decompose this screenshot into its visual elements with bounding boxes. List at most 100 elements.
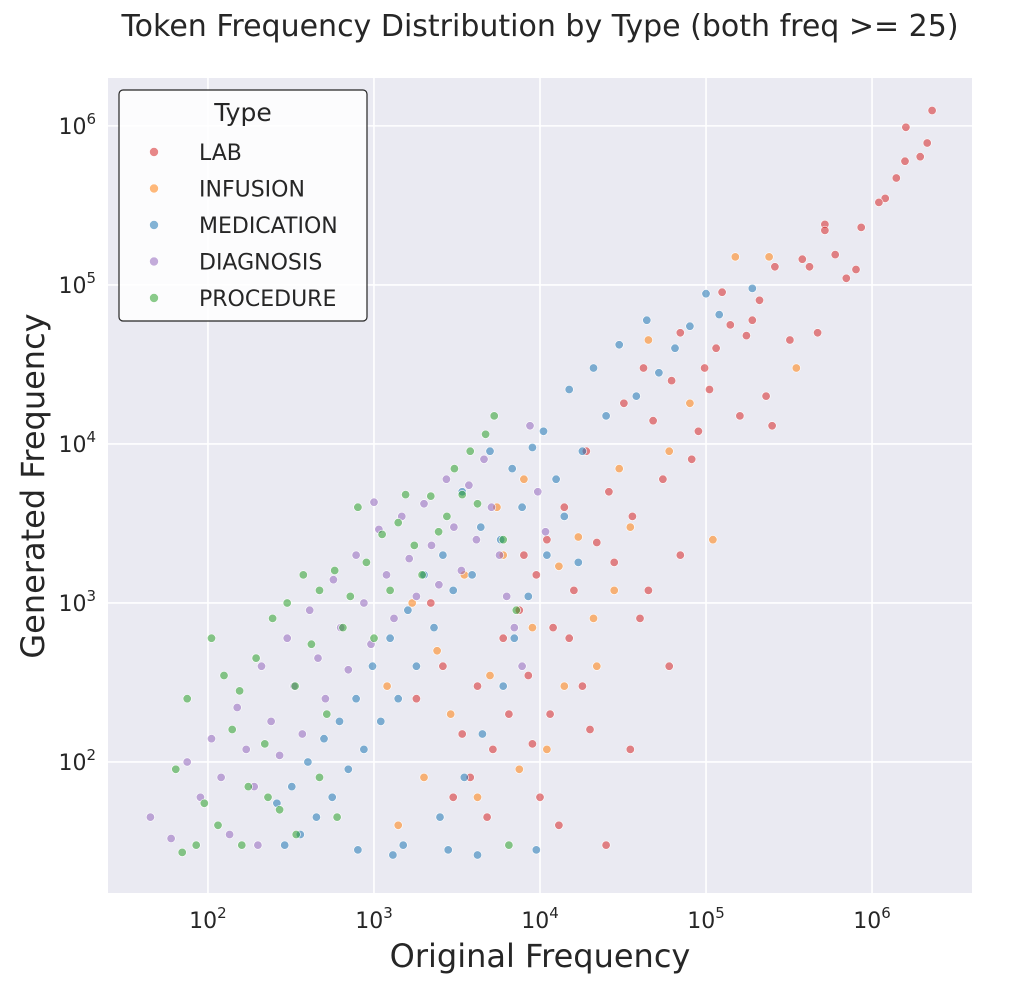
data-point [791, 363, 801, 373]
data-point [540, 527, 550, 537]
data-point [527, 739, 537, 749]
data-point [754, 295, 764, 305]
data-point [353, 845, 363, 855]
data-point [527, 623, 537, 633]
data-point [275, 750, 285, 760]
data-point [457, 490, 467, 500]
data-point [922, 138, 932, 148]
data-point [494, 550, 504, 560]
data-point [243, 782, 253, 792]
data-point [345, 591, 355, 601]
x-tick-base: 10 [355, 909, 383, 934]
data-point [314, 772, 324, 782]
data-point [631, 391, 641, 401]
data-point [260, 739, 270, 749]
data-point [319, 734, 329, 744]
data-point [927, 106, 937, 116]
data-point [219, 670, 229, 680]
data-point [489, 411, 499, 421]
data-point [498, 535, 508, 545]
data-point [813, 328, 823, 338]
data-point [588, 363, 598, 373]
data-point [481, 429, 491, 439]
data-point [465, 446, 475, 456]
data-point [263, 792, 273, 802]
data-point [434, 527, 444, 537]
data-point [213, 820, 223, 830]
data-point [573, 557, 583, 567]
data-point [693, 426, 703, 436]
data-point [191, 840, 201, 850]
data-point [303, 757, 313, 767]
data-point [472, 850, 482, 860]
data-point [398, 840, 408, 850]
data-point [614, 340, 624, 350]
x-tick-exponent: 6 [881, 904, 891, 922]
data-point [525, 421, 535, 431]
data-point [471, 535, 481, 545]
data-point [479, 454, 489, 464]
legend-label: PROCEDURE [199, 287, 336, 312]
data-point [338, 623, 348, 633]
y-tick-label: 106 [58, 110, 96, 140]
data-point [291, 829, 301, 839]
data-point [527, 442, 537, 452]
series-infusion [382, 252, 801, 830]
data-point [519, 550, 529, 560]
data-point [476, 522, 486, 532]
y-tick-base: 10 [58, 115, 86, 140]
data-point [369, 497, 379, 507]
x-tick-label: 103 [355, 904, 393, 934]
data-point [385, 585, 395, 595]
data-point [670, 343, 680, 353]
data-point [411, 694, 421, 704]
x-axis-ticks: 102 103 104 105 106 [189, 904, 891, 934]
data-point [747, 315, 757, 325]
data-point [441, 474, 451, 484]
data-point [351, 694, 361, 704]
x-tick-label: 104 [521, 904, 559, 934]
data-point [417, 570, 427, 580]
data-point [614, 464, 624, 474]
data-point [874, 197, 884, 207]
data-point [717, 287, 727, 297]
data-point [407, 598, 417, 608]
data-point [700, 363, 710, 373]
data-point [741, 331, 751, 341]
x-tick-label: 105 [687, 904, 725, 934]
y-tick-base: 10 [58, 592, 86, 617]
data-point [554, 820, 564, 830]
legend-marker [149, 220, 159, 230]
data-point [915, 152, 925, 162]
data-point [667, 376, 677, 386]
y-tick-label: 103 [58, 587, 96, 617]
data-point [564, 384, 574, 394]
data-point [353, 502, 363, 512]
legend: Type LAB INFUSION MEDICATION DIAGNOSIS PROCE… [118, 89, 368, 322]
data-point [538, 426, 548, 436]
data-point [287, 782, 297, 792]
data-point [592, 537, 602, 547]
data-point [322, 709, 332, 719]
data-point [256, 661, 266, 671]
y-tick-exponent: 5 [86, 269, 96, 287]
data-point [658, 474, 668, 484]
data-point [900, 156, 910, 166]
data-point [542, 535, 552, 545]
data-point [404, 554, 414, 564]
data-point [551, 474, 561, 484]
data-point [411, 591, 421, 601]
data-point [642, 315, 652, 325]
data-point [588, 613, 598, 623]
data-point [523, 591, 533, 601]
data-point [389, 613, 399, 623]
data-point [438, 550, 448, 560]
data-point [290, 681, 300, 691]
data-point [426, 491, 436, 501]
data-point [472, 792, 482, 802]
data-point [225, 829, 235, 839]
x-tick-base: 10 [189, 909, 217, 934]
series-diagnosis [145, 421, 550, 850]
data-point [369, 633, 379, 643]
data-point [377, 529, 387, 539]
